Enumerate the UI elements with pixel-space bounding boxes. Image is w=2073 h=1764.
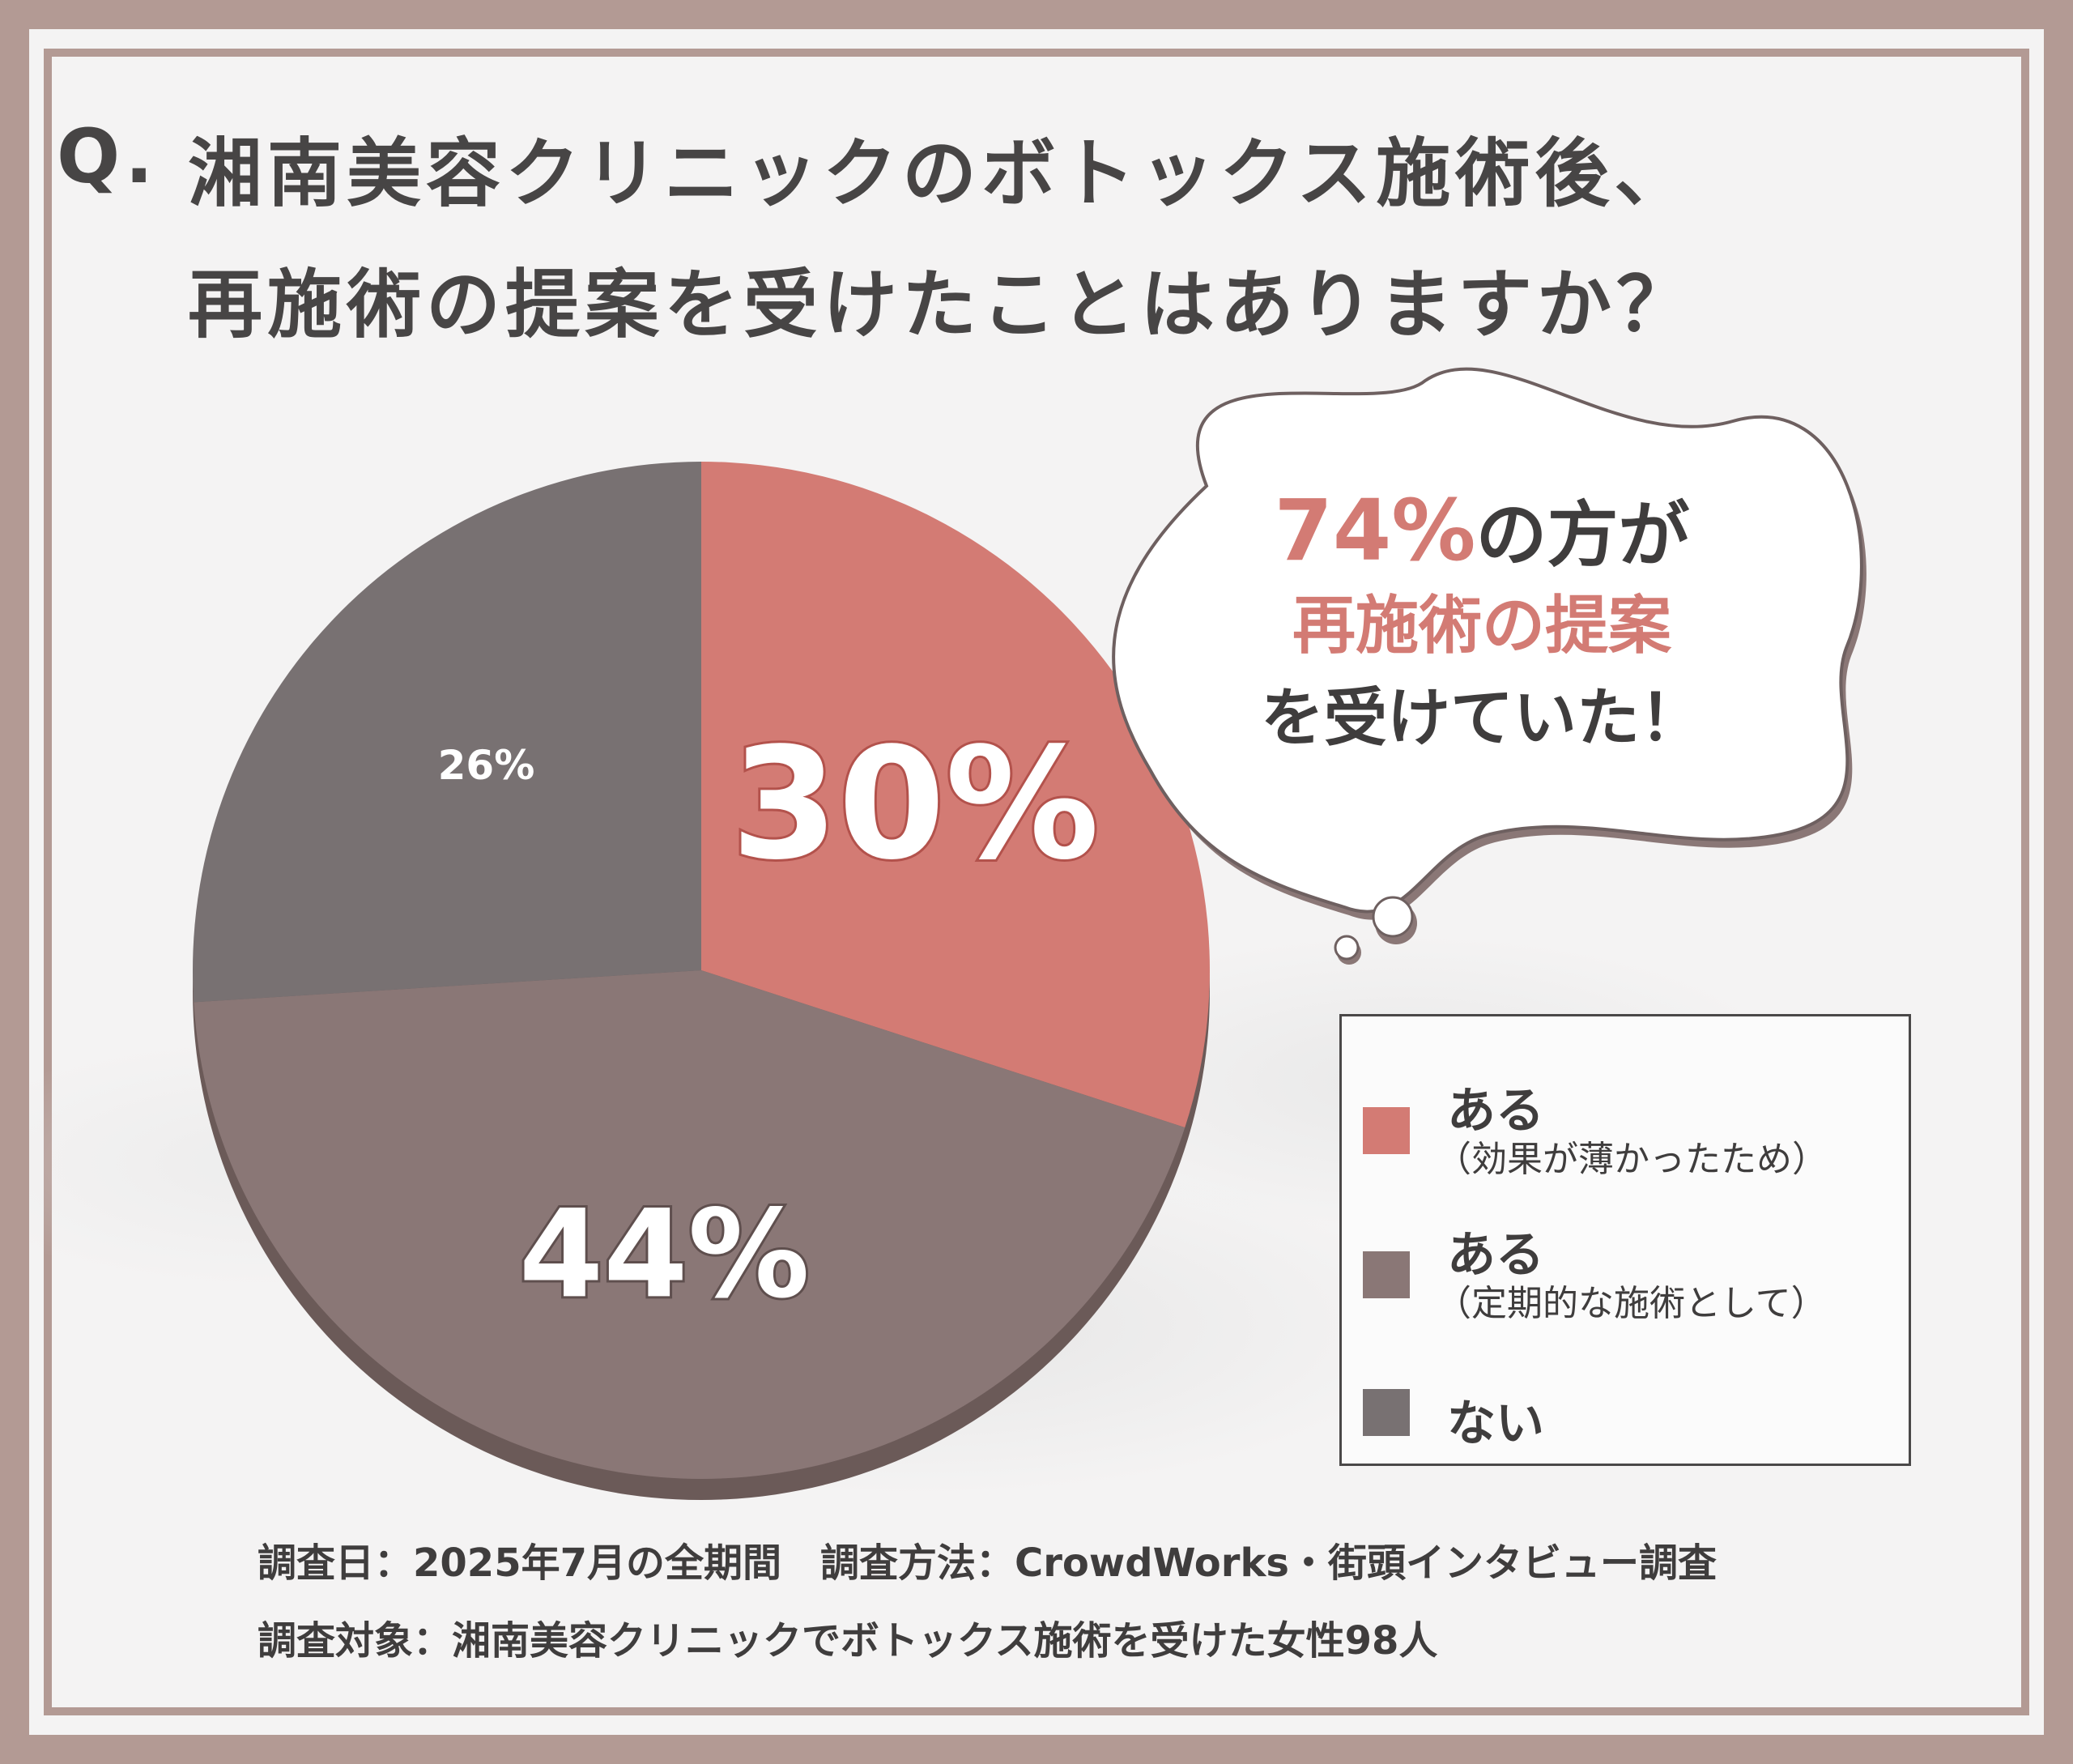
footer-line2: 調査対象：湘南美容クリニックでボトックス施術を受けた女性98人 [258,1618,1438,1664]
pie-slice [193,462,701,1003]
bubble-line1-rest: の方が [1475,493,1690,577]
question-title-line2: 再施術の提案を受けたことはありますか？ [188,262,1696,348]
legend-swatch [1363,1107,1410,1154]
legend-label: ない [1447,1395,1544,1452]
footer-line1: 調査日：2025年7月の全期間 調査方法：CrowdWorks・街頭インタビュー… [258,1540,1717,1586]
bubble-percent: 74% [1274,481,1476,580]
legend-label: ある [1447,1227,1544,1284]
pie-slice-label: 44% [519,1184,810,1325]
legend-sublabel: （定期的な施術として） [1436,1283,1827,1324]
question-mark-label: Q. [57,113,159,200]
legend-swatch [1363,1389,1410,1436]
pie-slice-label: 26% [438,742,535,789]
legend: ある （効果が薄かったため） ある （定期的な施術として） ない [1339,1014,1911,1466]
bubble-line2: 再施術の提案 [1292,590,1671,663]
survey-footer: 調査日：2025年7月の全期間 調査方法：CrowdWorks・街頭インタビュー… [258,1531,1717,1686]
legend-sublabel: （効果が薄かったため） [1436,1139,1828,1180]
bubble-text: 74%の方が 再施術の提案 を受けていた！ [1117,486,1846,765]
question-title-line1: 湘南美容クリニックのボトックス施術後、 [188,130,1694,217]
pie-slice [701,462,1210,1128]
legend-label: ある [1447,1083,1544,1140]
pie-slice [194,970,1185,1480]
bubble-line1: 74%の方が [1117,486,1846,580]
bubble-line3: を受けていた！ [1260,682,1703,755]
pie-slice-label: 30% [731,714,1100,893]
legend-swatch [1363,1251,1410,1298]
